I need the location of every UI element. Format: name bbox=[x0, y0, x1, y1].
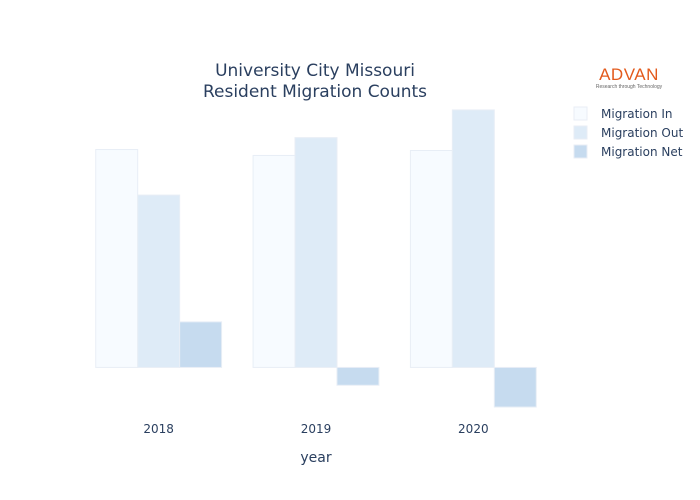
x-axis-ticks: 2018 2019 2020 bbox=[143, 422, 488, 436]
bar-migration-out-2020[interactable] bbox=[451, 109, 495, 368]
bar-migration-out-2018[interactable] bbox=[137, 194, 181, 368]
logo-tagline: Research through Technology bbox=[595, 84, 663, 90]
legend-swatch-migration-net[interactable] bbox=[573, 144, 588, 159]
legend-label[interactable]: Migration Out bbox=[601, 126, 683, 140]
x-tick-label: 2019 bbox=[301, 422, 332, 436]
bar-migration-in-2019[interactable] bbox=[252, 154, 296, 368]
bar-migration-in-2020[interactable] bbox=[409, 150, 453, 368]
logo-wordmark: ADVAN bbox=[599, 65, 659, 84]
legend[interactable]: Migration In Migration Out Migration Net bbox=[573, 106, 683, 159]
advan-logo: ADVAN Research through Technology bbox=[588, 65, 670, 91]
legend-label[interactable]: Migration In bbox=[601, 107, 673, 121]
x-axis-title: year bbox=[300, 450, 331, 466]
bar-migration-out-2019[interactable] bbox=[294, 137, 338, 368]
bar-migration-net-2018[interactable] bbox=[179, 321, 223, 368]
plot-area bbox=[95, 109, 537, 408]
legend-swatch-migration-in[interactable] bbox=[573, 106, 588, 121]
chart-title-line-1: University City Missouri bbox=[215, 61, 415, 81]
legend-swatch-migration-out[interactable] bbox=[573, 125, 588, 140]
legend-label[interactable]: Migration Net bbox=[601, 145, 683, 159]
bar-migration-net-2019[interactable] bbox=[336, 366, 380, 386]
bar-migration-net-2020[interactable] bbox=[493, 366, 537, 408]
x-tick-label: 2020 bbox=[458, 422, 489, 436]
bar-migration-in-2018[interactable] bbox=[95, 149, 139, 368]
chart-title-line-2: Resident Migration Counts bbox=[203, 82, 427, 102]
x-tick-label: 2018 bbox=[143, 422, 174, 436]
